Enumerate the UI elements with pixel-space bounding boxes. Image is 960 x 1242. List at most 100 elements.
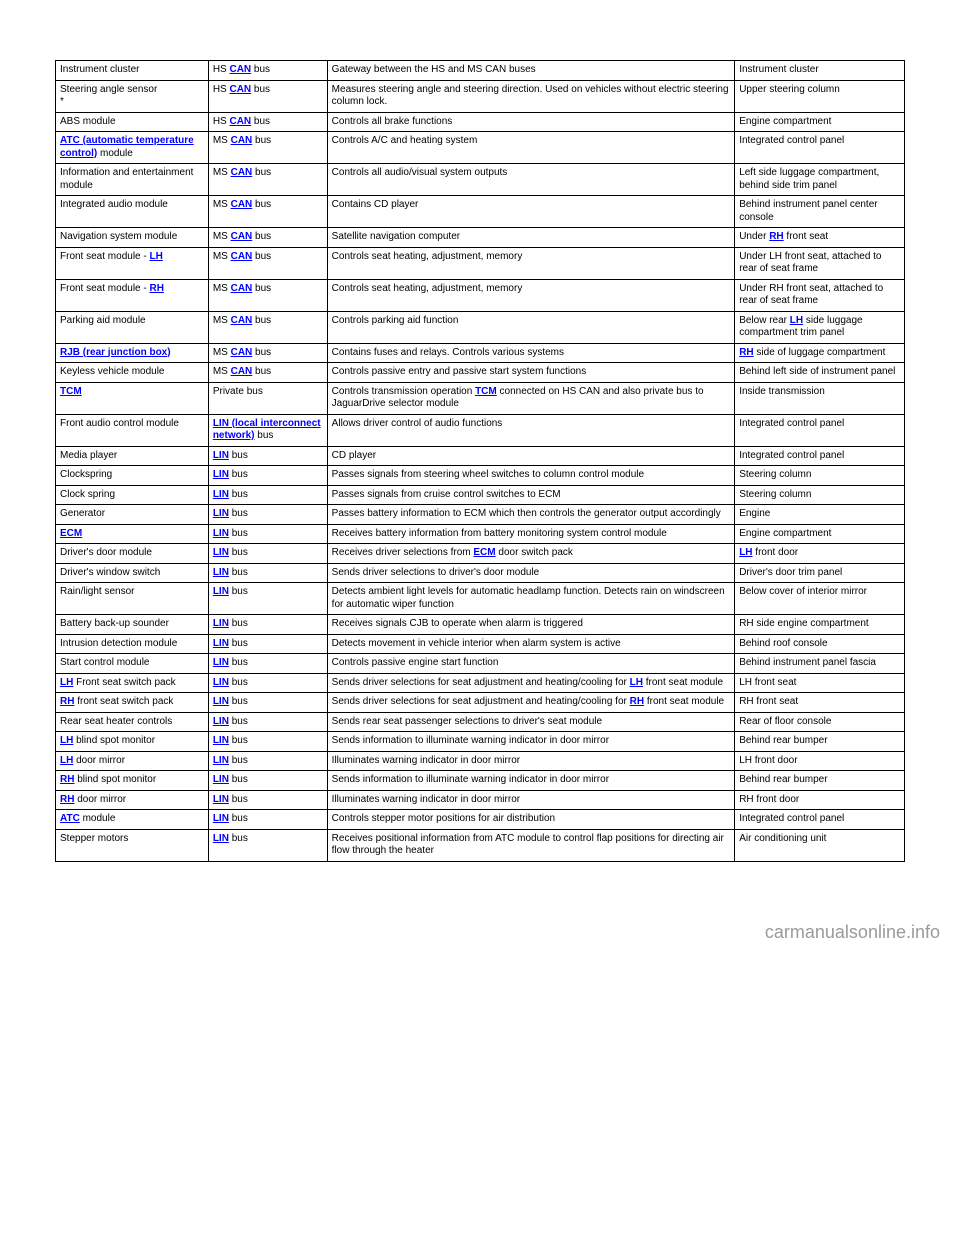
glossary-link[interactable]: LH bbox=[60, 755, 73, 766]
col-function: Controls passive entry and passive start… bbox=[327, 363, 735, 383]
col-module: Front audio control module bbox=[56, 414, 209, 446]
col-location: Under RH front seat, attached to rear of… bbox=[735, 279, 905, 311]
col-bus: MS CAN bus bbox=[208, 343, 327, 363]
col-location: LH front door bbox=[735, 751, 905, 771]
col-location: Air conditioning unit bbox=[735, 829, 905, 861]
col-function: Gateway between the HS and MS CAN buses bbox=[327, 61, 735, 81]
col-module: Clock spring bbox=[56, 485, 209, 505]
table-row: Stepper motorsLIN busReceives positional… bbox=[56, 829, 905, 861]
col-function: Controls stepper motor positions for air… bbox=[327, 810, 735, 830]
glossary-link[interactable]: CAN bbox=[231, 347, 253, 358]
glossary-link[interactable]: LIN bbox=[213, 450, 229, 461]
col-bus: MS CAN bus bbox=[208, 132, 327, 164]
col-bus: LIN bus bbox=[208, 790, 327, 810]
glossary-link[interactable]: LH bbox=[630, 677, 643, 688]
col-bus: LIN bus bbox=[208, 732, 327, 752]
glossary-link[interactable]: LH bbox=[790, 315, 803, 326]
col-module: RH door mirror bbox=[56, 790, 209, 810]
glossary-link[interactable]: LIN (local interconnect network) bbox=[213, 418, 321, 442]
glossary-link[interactable]: LIN bbox=[213, 774, 229, 785]
col-function: Receives driver selections from ECM door… bbox=[327, 544, 735, 564]
col-bus: HS CAN bus bbox=[208, 61, 327, 81]
glossary-link[interactable]: CAN bbox=[231, 366, 253, 377]
col-module: Parking aid module bbox=[56, 311, 209, 343]
table-row: LH blind spot monitorLIN busSends inform… bbox=[56, 732, 905, 752]
glossary-link[interactable]: LIN bbox=[213, 567, 229, 578]
col-function: Controls passive engine start function bbox=[327, 654, 735, 674]
glossary-link[interactable]: CAN bbox=[229, 116, 251, 127]
glossary-link[interactable]: LIN bbox=[213, 755, 229, 766]
col-bus: LIN bus bbox=[208, 583, 327, 615]
col-bus: LIN bus bbox=[208, 693, 327, 713]
glossary-link[interactable]: RH bbox=[739, 347, 753, 358]
glossary-link[interactable]: LIN bbox=[213, 716, 229, 727]
glossary-link[interactable]: LIN bbox=[213, 657, 229, 668]
col-location: LH front door bbox=[735, 544, 905, 564]
glossary-link[interactable]: LIN bbox=[213, 794, 229, 805]
col-bus: LIN bus bbox=[208, 544, 327, 564]
glossary-link[interactable]: CAN bbox=[229, 64, 251, 75]
glossary-link[interactable]: TCM bbox=[475, 386, 497, 397]
table-row: RJB (rear junction box)MS CAN busContain… bbox=[56, 343, 905, 363]
col-function: Detects movement in vehicle interior whe… bbox=[327, 634, 735, 654]
glossary-link[interactable]: LIN bbox=[213, 508, 229, 519]
glossary-link[interactable]: LIN bbox=[213, 586, 229, 597]
glossary-link[interactable]: LH bbox=[739, 547, 752, 558]
col-function: Sends rear seat passenger selections to … bbox=[327, 712, 735, 732]
col-location: RH side engine compartment bbox=[735, 615, 905, 635]
col-location: Below rear LH side luggage compartment t… bbox=[735, 311, 905, 343]
glossary-link[interactable]: LIN bbox=[213, 813, 229, 824]
table-row: RH blind spot monitorLIN busSends inform… bbox=[56, 771, 905, 791]
glossary-link[interactable]: RH bbox=[60, 774, 74, 785]
col-module: Rain/light sensor bbox=[56, 583, 209, 615]
glossary-link[interactable]: LIN bbox=[213, 489, 229, 500]
glossary-link[interactable]: LIN bbox=[213, 638, 229, 649]
col-module: Information and entertainment module bbox=[56, 164, 209, 196]
glossary-link[interactable]: CAN bbox=[229, 84, 251, 95]
col-bus: Private bus bbox=[208, 382, 327, 414]
glossary-link[interactable]: TCM bbox=[60, 386, 82, 397]
glossary-link[interactable]: CAN bbox=[231, 283, 253, 294]
glossary-link[interactable]: LIN bbox=[213, 735, 229, 746]
glossary-link[interactable]: LH bbox=[60, 735, 73, 746]
col-function: Controls A/C and heating system bbox=[327, 132, 735, 164]
glossary-link[interactable]: ATC (automatic temperature control) bbox=[60, 135, 194, 159]
glossary-link[interactable]: CAN bbox=[231, 251, 253, 262]
glossary-link[interactable]: CAN bbox=[231, 231, 253, 242]
table-row: ATC (automatic temperature control) modu… bbox=[56, 132, 905, 164]
col-module: Integrated audio module bbox=[56, 196, 209, 228]
col-module: Start control module bbox=[56, 654, 209, 674]
glossary-link[interactable]: RH bbox=[60, 794, 74, 805]
glossary-link[interactable]: RJB (rear junction box) bbox=[60, 347, 171, 358]
glossary-link[interactable]: LH bbox=[149, 251, 162, 262]
glossary-link[interactable]: RH bbox=[149, 283, 163, 294]
glossary-link[interactable]: RH bbox=[60, 696, 74, 707]
table-row: Start control moduleLIN busControls pass… bbox=[56, 654, 905, 674]
glossary-link[interactable]: RH bbox=[630, 696, 644, 707]
glossary-link[interactable]: LIN bbox=[213, 696, 229, 707]
glossary-link[interactable]: LIN bbox=[213, 547, 229, 558]
col-bus: LIN (local interconnect network) bus bbox=[208, 414, 327, 446]
col-function: Sends information to illuminate warning … bbox=[327, 732, 735, 752]
table-row: Information and entertainment moduleMS C… bbox=[56, 164, 905, 196]
glossary-link[interactable]: CAN bbox=[231, 135, 253, 146]
col-bus: LIN bus bbox=[208, 505, 327, 525]
glossary-link[interactable]: CAN bbox=[231, 199, 253, 210]
glossary-link[interactable]: CAN bbox=[231, 167, 253, 178]
glossary-link[interactable]: LIN bbox=[213, 677, 229, 688]
glossary-link[interactable]: LIN bbox=[213, 833, 229, 844]
glossary-link[interactable]: LIN bbox=[213, 469, 229, 480]
glossary-link[interactable]: ATC bbox=[60, 813, 80, 824]
glossary-link[interactable]: LH bbox=[60, 677, 73, 688]
table-row: Battery back-up sounderLIN busReceives s… bbox=[56, 615, 905, 635]
col-location: Behind roof console bbox=[735, 634, 905, 654]
col-module: Driver's door module bbox=[56, 544, 209, 564]
glossary-link[interactable]: CAN bbox=[231, 315, 253, 326]
glossary-link[interactable]: RH bbox=[769, 231, 783, 242]
glossary-link[interactable]: LIN bbox=[213, 528, 229, 539]
glossary-link[interactable]: ECM bbox=[473, 547, 495, 558]
col-location: Engine compartment bbox=[735, 112, 905, 132]
col-function: CD player bbox=[327, 446, 735, 466]
glossary-link[interactable]: LIN bbox=[213, 618, 229, 629]
glossary-link[interactable]: ECM bbox=[60, 528, 82, 539]
